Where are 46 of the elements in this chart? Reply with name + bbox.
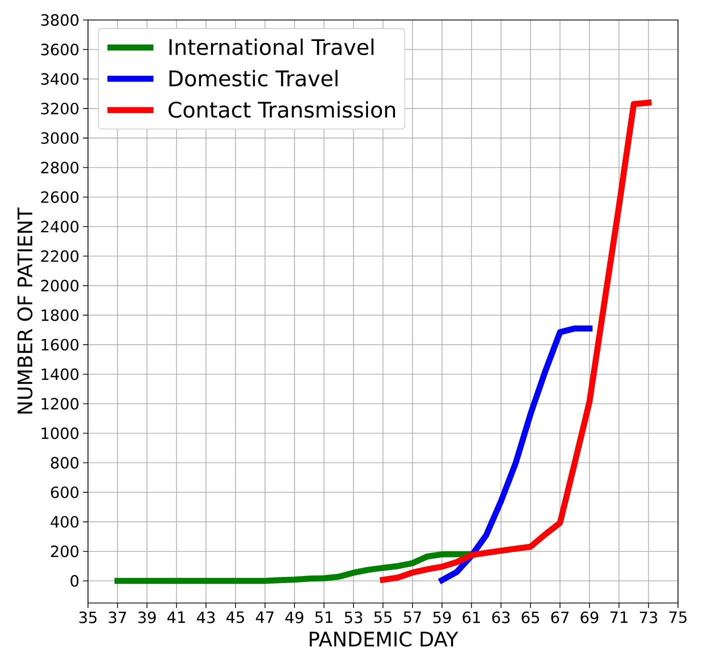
x-tick-label: 69 <box>580 612 598 624</box>
y-tick-label: 2800 <box>41 162 78 174</box>
x-tick-label: 53 <box>344 612 362 624</box>
y-tick-label: 1000 <box>42 427 78 440</box>
y-tick-label: 2000 <box>41 280 78 292</box>
y-tick-label: 2600 <box>41 191 78 203</box>
x-tick-label: 39 <box>138 612 156 624</box>
legend-label: Domestic Travel <box>170 70 338 86</box>
x-tick-label: 65 <box>522 612 539 624</box>
y-tick-label: 1400 <box>42 368 78 380</box>
x-tick-label: 51 <box>315 612 332 624</box>
y-tick-label: 1600 <box>42 338 78 351</box>
y-tick-label: 1200 <box>42 398 78 410</box>
x-tick-label: 37 <box>108 612 126 624</box>
legend-label: Contact Transmission <box>168 101 395 118</box>
y-tick-label: 1800 <box>42 309 78 322</box>
y-tick-label: 200 <box>51 545 78 558</box>
y-tick-label: 3200 <box>41 102 78 114</box>
x-tick-label: 71 <box>610 612 628 623</box>
y-tick-label: 3600 <box>41 44 78 56</box>
x-tick-label: 55 <box>374 612 392 624</box>
y-tick-label: 800 <box>50 456 78 469</box>
y-tick-label: 3800 <box>41 14 78 26</box>
x-tick-label: 47 <box>256 612 274 623</box>
x-tick-label: 63 <box>492 612 510 624</box>
y-tick-label: 3400 <box>41 73 78 85</box>
x-tick-label: 59 <box>433 612 451 624</box>
y-tick-label: 2200 <box>41 250 78 262</box>
y-tick-label: 2400 <box>41 220 78 232</box>
x-tick-label: 41 <box>167 612 185 623</box>
x-tick-label: 35 <box>79 612 96 624</box>
x-tick-label: 67 <box>551 612 569 624</box>
y-tick-label: 600 <box>50 486 78 498</box>
y-tick-label: 0 <box>70 575 78 587</box>
x-tick-label: 43 <box>196 612 215 624</box>
x-tick-label: 73 <box>640 612 658 624</box>
y-axis-title: NUMBER OF PATIENT <box>17 207 32 414</box>
x-axis-title: PANDEMIC DAY <box>310 632 458 647</box>
x-tick-label: 61 <box>462 612 480 624</box>
x-tick-label: 75 <box>669 612 687 624</box>
legend-label: International Travel <box>170 38 374 56</box>
x-tick-label: 45 <box>226 612 244 624</box>
y-tick-label: 3000 <box>41 132 78 144</box>
x-tick-label: 49 <box>285 612 304 624</box>
y-tick-label: 400 <box>50 516 78 528</box>
x-tick-label: 57 <box>404 612 422 624</box>
